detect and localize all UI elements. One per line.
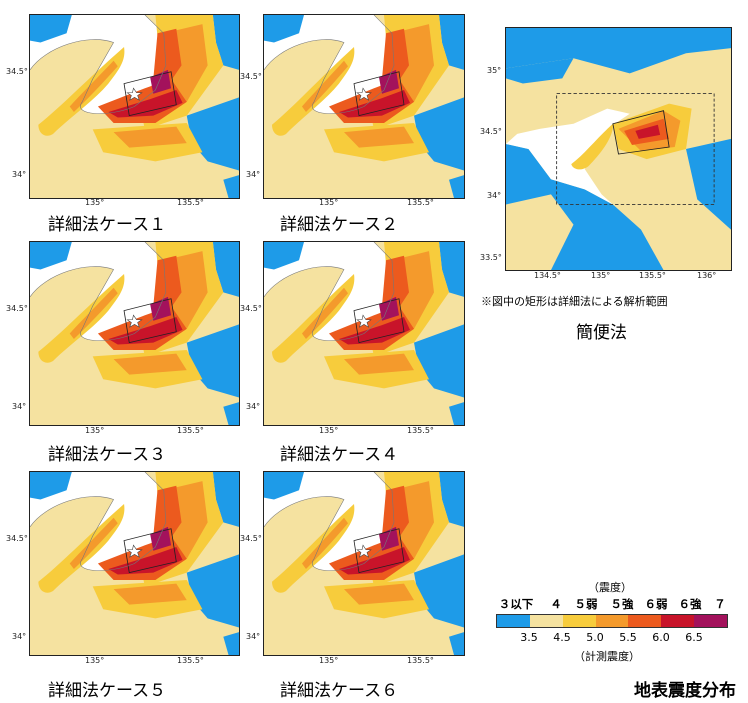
lon-tick-left: 135° (85, 426, 105, 435)
panel-caption: 詳細法ケース１ (48, 215, 167, 235)
intensity-map-case-5 (29, 471, 240, 656)
legend-class-labels: ３以下 ４ ５弱 ５強 ６弱 ６強 ７ (499, 596, 730, 611)
legend-bottom-title: （計測震度） (574, 650, 640, 663)
panel-caption: 詳細法ケース２ (280, 215, 399, 235)
lon-tick-right: 135.5° (177, 198, 204, 207)
legend-value-label: 5.5 (619, 631, 637, 644)
legend-color-bar (496, 614, 728, 628)
intensity-map-case-4 (263, 241, 465, 426)
lon-tick-left: 135° (319, 656, 339, 665)
legend-swatch (628, 615, 662, 627)
lon-tick-left: 135° (319, 198, 339, 207)
legend-swatch (529, 615, 563, 627)
legend-swatch (661, 615, 695, 627)
lat-tick-lower: 34° (246, 402, 261, 411)
lat-tick-upper: 34.5° (6, 304, 28, 313)
lat-tick-upper: 34.5° (6, 67, 28, 76)
figure-title: 地表震度分布 (634, 681, 736, 701)
overview-lon-tick: 135° (591, 271, 611, 280)
lat-tick-lower: 34° (246, 170, 261, 179)
intensity-map-case-3 (29, 241, 240, 426)
overview-lon-tick: 136° (697, 271, 717, 280)
lon-tick-left: 135° (85, 656, 105, 665)
lon-tick-right: 135.5° (407, 426, 434, 435)
overview-intensity-map (505, 27, 732, 271)
panel-caption: 詳細法ケース５ (48, 681, 167, 701)
lat-tick-lower: 34° (12, 632, 27, 641)
lon-tick-right: 135.5° (407, 198, 434, 207)
lon-tick-right: 135.5° (407, 656, 434, 665)
legend-value-labels: 3.5 4.5 5.0 5.5 6.0 6.5 (496, 631, 728, 645)
legend-class-label: ５弱 (574, 597, 598, 611)
lon-tick-right: 135.5° (177, 426, 204, 435)
lat-tick-lower: 34° (12, 402, 27, 411)
lat-tick-lower: 34° (12, 170, 27, 179)
intensity-map-case-2 (263, 14, 465, 199)
legend-value-label: 5.0 (586, 631, 604, 644)
overview-caption: 簡便法 (576, 323, 627, 343)
panel-caption: 詳細法ケース４ (280, 445, 399, 465)
legend-value-label: 6.0 (652, 631, 670, 644)
legend-swatch (497, 615, 530, 627)
lat-tick-upper: 34.5° (6, 534, 28, 543)
overview-lon-tick: 135.5° (639, 271, 666, 280)
overview-lat-tick: 34° (487, 191, 502, 200)
overview-lat-tick: 35° (487, 66, 502, 75)
legend-class-label: ３以下 (498, 597, 534, 611)
lon-tick-right: 135.5° (177, 656, 204, 665)
panel-caption: 詳細法ケース６ (280, 681, 399, 701)
legend-class-label: ４ (550, 597, 562, 611)
lat-tick-lower: 34° (246, 632, 261, 641)
lat-tick-upper: 34.5° (240, 304, 262, 313)
panel-caption: 詳細法ケース３ (48, 445, 167, 465)
lon-tick-left: 135° (85, 198, 105, 207)
legend-value-label: 6.5 (685, 631, 703, 644)
overview-lat-tick: 34.5° (480, 127, 502, 136)
legend-value-label: 4.5 (553, 631, 571, 644)
legend-class-label: ６強 (678, 597, 702, 611)
lat-tick-upper: 34.5° (240, 72, 262, 81)
overview-lon-tick: 134.5° (534, 271, 561, 280)
legend-class-label: ７ (714, 597, 726, 611)
legend-swatch (694, 615, 728, 627)
legend-class-label: ６弱 (644, 597, 668, 611)
legend-swatch (562, 615, 596, 627)
overview-lat-tick: 33.5° (480, 253, 502, 262)
legend-top-title: （震度） (588, 581, 632, 594)
overview-note: ※図中の矩形は詳細法による解析範囲 (481, 295, 668, 308)
lon-tick-left: 135° (319, 426, 339, 435)
lat-tick-upper: 34.5° (240, 534, 262, 543)
legend-value-label: 3.5 (520, 631, 538, 644)
legend-swatch (595, 615, 629, 627)
legend-class-label: ５強 (610, 597, 634, 611)
intensity-map-case-1 (29, 14, 240, 199)
intensity-map-case-6 (263, 471, 465, 656)
